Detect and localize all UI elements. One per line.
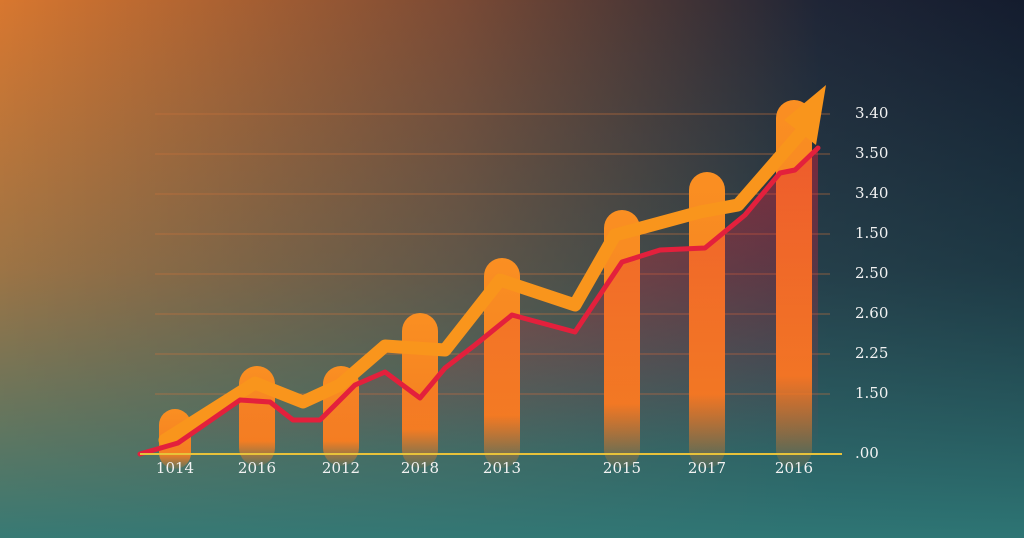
y-axis-label: .00 xyxy=(855,444,879,462)
x-axis-label: 1014 xyxy=(156,459,194,477)
y-axis-label: 3.40 xyxy=(855,184,888,202)
x-axis-label: 2018 xyxy=(401,459,439,477)
x-axis-label: 2016 xyxy=(775,459,813,477)
y-axis-label: 1.50 xyxy=(855,224,888,242)
x-axis-label: 2013 xyxy=(483,459,521,477)
trend-line xyxy=(158,121,812,447)
x-axis-label: 2016 xyxy=(238,459,276,477)
x-axis-labels: 1014 2016 2012 2018 2013 2015 2017 2016 xyxy=(156,459,813,477)
y-axis-label: 1.50 xyxy=(855,384,888,402)
y-axis-label: 3.50 xyxy=(855,144,888,162)
y-axis-labels: 3.40 3.50 3.40 1.50 2.50 2.60 2.25 1.50 .00 xyxy=(855,104,888,462)
trend-arrow xyxy=(784,85,826,145)
x-axis-label: 2012 xyxy=(322,459,360,477)
x-axis-label: 2015 xyxy=(603,459,641,477)
y-axis-label: 3.40 xyxy=(855,104,888,122)
y-axis-label: 2.50 xyxy=(855,264,888,282)
x-axis-label: 2017 xyxy=(688,459,726,477)
red-line xyxy=(137,145,821,457)
y-axis-label: 2.25 xyxy=(855,344,888,362)
y-axis-label: 2.60 xyxy=(855,304,888,322)
area-glow xyxy=(140,148,818,454)
